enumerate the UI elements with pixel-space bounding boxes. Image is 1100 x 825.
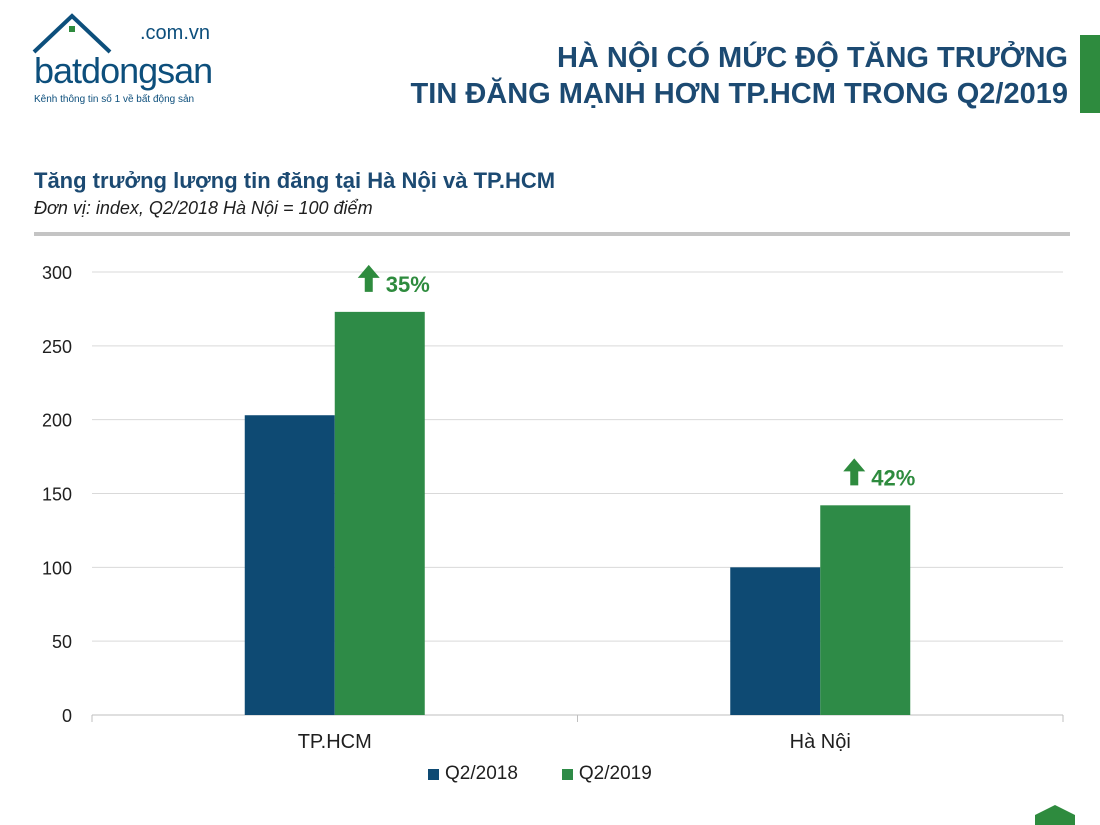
growth-label: 42% bbox=[871, 465, 915, 490]
y-tick-label: 0 bbox=[62, 706, 72, 726]
y-tick-label: 300 bbox=[42, 263, 72, 283]
chart-legend: Q2/2018 Q2/2019 bbox=[428, 763, 652, 785]
batdongsan-logo: .com.vn batdongsan Kênh thông tin số 1 v… bbox=[30, 12, 220, 112]
bar-chart: 0 50 100 150 200 250 300 TP.HCM 35% Hà Nội 42% bbox=[42, 263, 1064, 753]
chart-subtitle: Đơn vị: index, Q2/2018 Hà Nội = 100 điểm bbox=[34, 198, 373, 218]
divider bbox=[34, 232, 1070, 236]
bar-q2-2019-0 bbox=[334, 311, 425, 715]
legend-label: Q2/2018 bbox=[445, 763, 518, 784]
bar-q2-2018-1 bbox=[730, 567, 821, 715]
y-tick-label: 250 bbox=[42, 337, 72, 357]
y-tick-label: 50 bbox=[52, 632, 72, 652]
y-tick-label: 200 bbox=[42, 411, 72, 431]
house-roof-icon bbox=[32, 13, 112, 54]
legend-swatch bbox=[561, 768, 573, 780]
y-tick-label: 150 bbox=[42, 485, 72, 505]
growth-label: 35% bbox=[386, 272, 430, 297]
up-arrow-icon bbox=[843, 458, 866, 486]
legend-item-q2-2018: Q2/2018 bbox=[428, 763, 518, 785]
x-tick-label: Hà Nội bbox=[790, 731, 851, 753]
legend-swatch bbox=[428, 768, 439, 780]
chart-title: Tăng trưởng lượng tin đăng tại Hà Nội và… bbox=[34, 168, 556, 193]
bar-q2-2018-0 bbox=[244, 415, 335, 715]
corner-house-icon bbox=[1035, 805, 1075, 825]
page-title: HÀ NỘI CÓ MỨC ĐỘ TĂNG TRƯỞNG TIN ĐĂNG MẠ… bbox=[411, 40, 1068, 112]
logo-tagline: Kênh thông tin số 1 về bất động sản bbox=[34, 94, 195, 105]
y-tick-label: 100 bbox=[42, 558, 72, 578]
logo-domain: .com.vn bbox=[140, 22, 211, 44]
title-line-2: TIN ĐĂNG MẠNH HƠN TP.HCM TRONG Q2/2019 bbox=[410, 78, 1068, 110]
title-line-1: HÀ NỘI CÓ MỨC ĐỘ TĂNG TRƯỞNG bbox=[556, 42, 1068, 74]
x-tick-label: TP.HCM bbox=[298, 731, 372, 753]
title-accent-bar bbox=[1080, 35, 1100, 113]
bar-q2-2019-1 bbox=[820, 505, 911, 715]
up-arrow-icon bbox=[357, 264, 380, 292]
legend-label: Q2/2019 bbox=[578, 763, 652, 784]
logo-wordmark: batdongsan bbox=[34, 50, 213, 91]
legend-item-q2-2019: Q2/2019 bbox=[561, 763, 652, 785]
